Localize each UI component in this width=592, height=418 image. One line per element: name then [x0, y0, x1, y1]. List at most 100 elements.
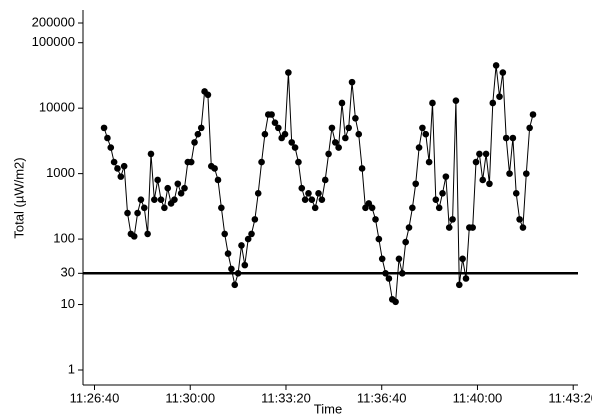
- data-point: [308, 196, 316, 203]
- data-point: [224, 250, 232, 257]
- x-axis-label: Time: [314, 401, 342, 416]
- data-point: [519, 224, 527, 231]
- data-point: [415, 144, 423, 151]
- data-point: [161, 204, 168, 212]
- data-point: [442, 173, 450, 180]
- data-point: [459, 255, 466, 263]
- data-point: [248, 230, 255, 238]
- data-point: [154, 176, 161, 184]
- data-point: [211, 165, 218, 172]
- data-point: [422, 130, 430, 138]
- data-point: [305, 190, 312, 197]
- data-point: [392, 298, 399, 306]
- data-point: [325, 150, 332, 158]
- data-point: [187, 158, 195, 166]
- x-tick-label: 11:30:00: [165, 390, 215, 405]
- data-point: [107, 144, 115, 151]
- data-point: [285, 69, 292, 76]
- data-point: [194, 130, 202, 138]
- x-tick-label: 11:40:00: [453, 390, 503, 405]
- data-point: [368, 204, 376, 212]
- data-point: [492, 62, 500, 69]
- data-point: [177, 190, 185, 197]
- x-tick-label: 11:36:40: [357, 390, 407, 405]
- data-point: [445, 224, 453, 231]
- data-point: [529, 111, 537, 118]
- data-point: [506, 170, 513, 177]
- data-point: [124, 209, 131, 217]
- data-point: [402, 238, 409, 246]
- data-point: [382, 270, 389, 277]
- data-point: [435, 204, 443, 212]
- data-point: [100, 124, 108, 132]
- data-point: [452, 97, 460, 105]
- data-point: [449, 216, 456, 223]
- data-point: [496, 93, 503, 100]
- y-tick-label: 1000: [46, 165, 75, 180]
- data-point: [455, 281, 463, 289]
- data-point: [110, 158, 118, 166]
- data-point: [395, 255, 403, 263]
- data-point: [117, 173, 125, 180]
- data-point: [338, 99, 346, 107]
- data-point: [275, 124, 282, 132]
- y-tick-label: 200000: [32, 14, 75, 29]
- data-point: [251, 216, 259, 223]
- data-point: [512, 190, 520, 197]
- data-point: [502, 134, 510, 142]
- data-point: [516, 216, 523, 223]
- data-point: [130, 233, 138, 240]
- x-tick-label: 11:43:20: [548, 390, 592, 405]
- data-point: [409, 204, 416, 212]
- data-point: [254, 190, 262, 197]
- data-point: [355, 130, 363, 138]
- y-axis-label: Total (µW/m2): [11, 157, 26, 238]
- data-point: [489, 99, 497, 107]
- data-point: [342, 134, 349, 142]
- data-point: [244, 235, 252, 243]
- data-point: [462, 275, 470, 282]
- data-point: [479, 176, 487, 184]
- data-point: [174, 180, 182, 188]
- data-point: [352, 115, 359, 122]
- data-point: [281, 130, 289, 138]
- data-point: [298, 184, 306, 192]
- data-point: [258, 158, 265, 166]
- data-point: [331, 139, 339, 146]
- data-point: [405, 224, 413, 231]
- data-point: [134, 209, 141, 217]
- data-point: [238, 242, 245, 249]
- data-point: [375, 235, 383, 243]
- data-point: [241, 261, 249, 269]
- data-point: [181, 184, 188, 192]
- y-tick-label: 30: [61, 265, 75, 280]
- data-point: [231, 281, 239, 289]
- data-point: [191, 139, 198, 146]
- data-point: [509, 134, 517, 142]
- data-point: [288, 139, 296, 146]
- data-point: [429, 99, 436, 107]
- data-point: [171, 196, 178, 203]
- y-tick-label: 1: [68, 361, 75, 376]
- data-point: [151, 196, 158, 203]
- data-point: [291, 144, 299, 151]
- data-point: [328, 124, 336, 132]
- data-point: [104, 134, 111, 142]
- data-point: [318, 196, 326, 203]
- y-tick-label: 10: [61, 296, 75, 311]
- data-point: [472, 158, 480, 166]
- data-point: [372, 216, 379, 223]
- data-point: [499, 69, 507, 76]
- data-point: [261, 130, 269, 138]
- data-point: [439, 190, 446, 197]
- data-point: [271, 119, 279, 126]
- data-point: [358, 165, 366, 172]
- data-point: [204, 91, 212, 99]
- data-point: [221, 230, 229, 238]
- data-point: [335, 144, 342, 151]
- x-tick-label: 11:26:40: [70, 390, 120, 405]
- data-point: [218, 204, 225, 212]
- y-tick-label: 100000: [32, 34, 75, 49]
- data-point: [412, 180, 420, 188]
